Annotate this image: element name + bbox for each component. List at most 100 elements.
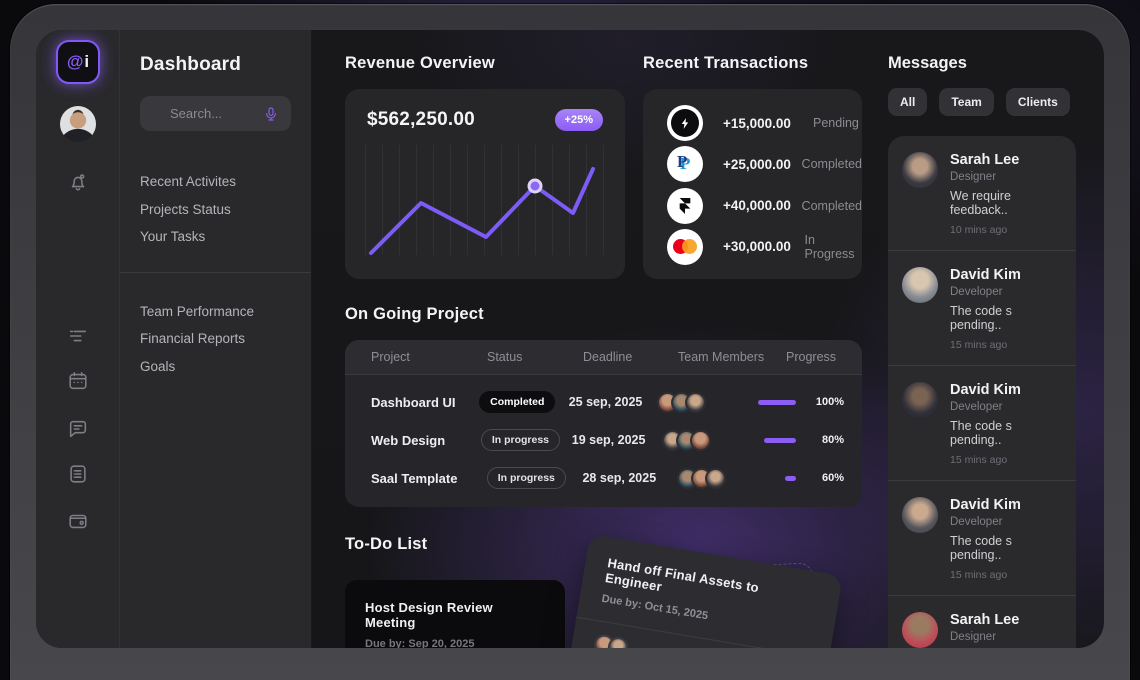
message-time: 15 mins ago [950,569,1008,581]
tab-team[interactable]: Team [939,88,994,116]
device-frame: @ i Dashboard [10,4,1130,680]
microphone-icon[interactable] [263,106,279,122]
nav-item-goals[interactable]: Goals [140,358,176,374]
progress-percent: 80% [821,434,844,446]
todo-assignee-avatars [592,633,805,648]
transaction-status: Pending [813,116,859,130]
page-title: Dashboard [140,54,242,75]
message-preview: The code s pending.. [950,534,1012,562]
avatar [902,382,938,418]
team-avatars [677,467,785,489]
progress-bar [784,475,796,481]
projects-table: Project Status Deadline Team Members Pro… [345,340,862,507]
chat-icon[interactable] [67,418,89,440]
sender-name: David Kim [950,497,1021,513]
notifications-bell-icon[interactable] [67,171,89,193]
nav-item-financial-reports[interactable]: Financial Reports [140,331,246,346]
zap-icon [667,105,703,141]
table-header-row: Project Status Deadline Team Members Pro… [345,340,862,375]
search-input[interactable] [170,106,263,121]
message-preview: We require feedback.. [950,189,1011,217]
table-row[interactable]: Dashboard UI Completed 25 sep, 2025 100% [345,383,862,421]
sender-role: Developer [950,401,1003,413]
app-logo[interactable]: @ i [56,40,100,84]
sender-role: Designer [950,631,997,643]
col-team-members: Team Members [678,350,765,364]
search-box[interactable] [140,96,291,131]
table-row[interactable]: Web Design In progress 19 sep, 2025 80% [345,421,862,459]
todo-due-date: Due by: Sep 20, 2025 [365,638,475,648]
progress-bar [758,399,796,405]
mastercard-icon [667,228,703,265]
avatar [902,152,938,188]
revenue-amount: $562,250.00 [367,109,475,130]
recent-transactions-heading: Recent Transactions [643,54,809,72]
messages-heading: Messages [888,54,967,72]
nav-item-your-tasks[interactable]: Your Tasks [140,229,206,244]
nav-item-team-performance[interactable]: Team Performance [140,303,255,319]
revenue-line-chart[interactable] [365,145,605,255]
project-name: Web Design [371,432,446,448]
revenue-change-badge: +25% [554,109,603,131]
wallet-icon[interactable] [67,510,89,532]
calendar-icon[interactable] [67,370,89,392]
message-time: 10 mins ago [950,224,1008,236]
user-avatar[interactable] [60,106,96,142]
col-progress: Progress [786,350,837,364]
message-item[interactable]: David Kim Developer The code s pending..… [888,365,1076,480]
transaction-amount: +15,000.00 [723,115,791,131]
messages-list: Sarah Lee Designer We require feedback..… [888,136,1076,648]
message-time: 15 mins ago [950,339,1008,351]
table-row[interactable]: Saal Template In progress 28 sep, 2025 6… [345,459,862,497]
message-preview: The code s pending.. [950,419,1012,447]
project-deadline: 25 sep, 2025 [568,395,643,409]
message-time: 15 mins ago [950,454,1008,466]
message-item[interactable]: David Kim Developer The code s pending..… [888,250,1076,365]
sender-name: Sarah Lee [950,612,1020,628]
message-item[interactable]: David Kim Developer The code s pending..… [888,480,1076,595]
transaction-status: Completed [801,198,862,213]
framer-icon [667,187,703,224]
ongoing-project-heading: On Going Project [345,305,484,323]
transaction-row[interactable]: +15,000.00 Pending [667,105,862,141]
message-item[interactable]: Sarah Lee Designer Finalizing mockups.. … [888,595,1076,648]
nav-item-projects-status[interactable]: Projects Status [140,201,231,217]
transaction-row[interactable]: +40,000.00 Completed [667,187,862,224]
project-deadline: 19 sep, 2025 [571,433,646,447]
tab-all[interactable]: All [888,88,928,116]
sender-role: Developer [950,286,1003,298]
icon-rail: @ i [36,30,120,648]
transaction-amount: +30,000.00 [723,239,791,255]
nav-divider [120,271,311,273]
transaction-amount: +25,000.00 [723,156,791,172]
tasks-list-icon[interactable] [67,463,89,485]
avatar [902,612,938,648]
team-avatars [657,391,758,413]
nav-item-recent-activites[interactable]: Recent Activites [140,174,237,189]
messages-panel: Messages All Team Clients Sarah Lee Desi… [878,30,1104,648]
progress-bar [764,437,796,443]
status-badge: Completed [479,391,556,413]
transaction-status: In Progress [804,232,855,261]
sort-filter-icon[interactable] [67,325,89,347]
main-content: Revenue Overview Recent Transactions $56… [312,30,878,648]
todo-card[interactable]: Host Design Review Meeting Due by: Sep 2… [345,580,565,648]
status-badge: In progress [480,429,561,451]
team-avatars [661,429,764,451]
project-name: Saal Template [371,470,458,486]
sender-name: David Kim [950,267,1021,283]
col-deadline: Deadline [583,350,633,364]
sender-name: David Kim [950,382,1021,398]
transaction-row[interactable]: +30,000.00 In Progress [667,228,862,265]
sender-role: Developer [950,516,1003,528]
progress-percent: 100% [815,396,844,408]
message-item[interactable]: Sarah Lee Designer We require feedback..… [888,136,1076,250]
tab-clients[interactable]: Clients [1005,88,1070,116]
project-deadline: 28 sep, 2025 [582,471,657,485]
avatar [902,497,938,533]
message-preview: The code s pending.. [950,304,1012,332]
chart-highlight-marker [527,178,543,194]
